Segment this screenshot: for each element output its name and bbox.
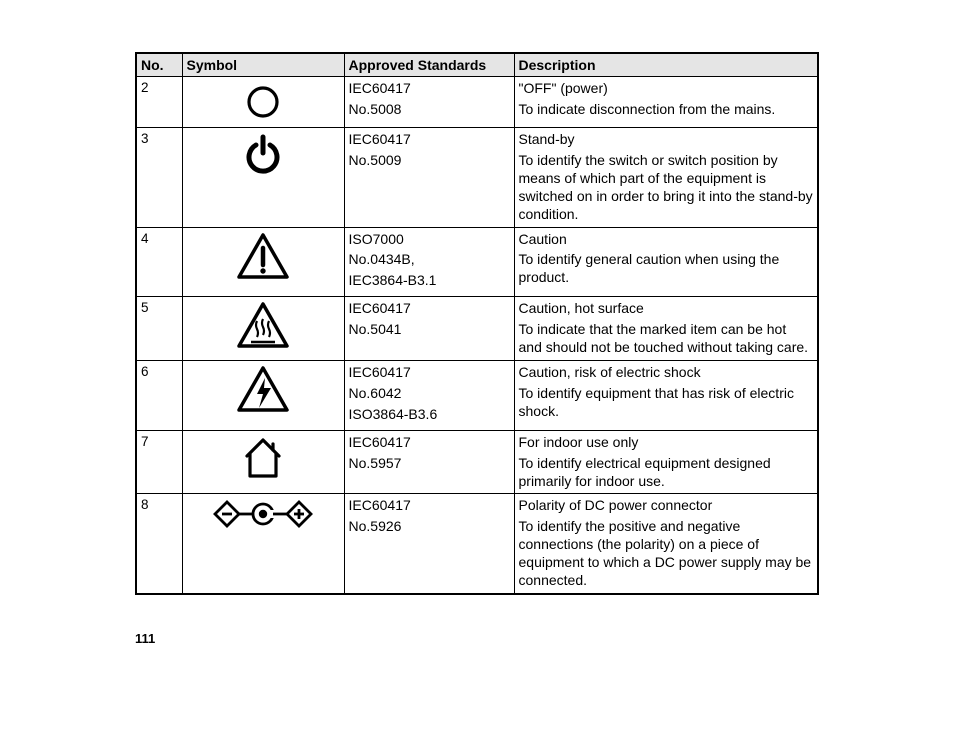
description-cell: "OFF" (power) To indicate disconnection … [514, 77, 818, 128]
std-line: IEC60417 [349, 131, 510, 149]
standards-cell: ISO7000 No.0434B, IEC3864-B3.1 [344, 227, 514, 297]
standards-cell: IEC60417 No.5008 [344, 77, 514, 128]
table-row: 6 IEC60417 No.6042 ISO3864-B3.6 Caution,… [136, 360, 818, 430]
std-line: No.5008 [349, 101, 510, 119]
symbol-cell [182, 227, 344, 297]
symbol-cell [182, 77, 344, 128]
symbols-table: No. Symbol Approved Standards Descriptio… [135, 52, 819, 595]
desc-title: For indoor use only [519, 434, 814, 452]
row-no: 8 [136, 494, 182, 594]
row-no: 7 [136, 430, 182, 494]
row-no: 3 [136, 128, 182, 228]
off-power-icon [241, 80, 285, 124]
desc-body: To indicate disconnection from the mains… [519, 101, 814, 119]
desc-title: Polarity of DC power connector [519, 497, 814, 515]
desc-body: To indicate that the marked item can be … [519, 321, 814, 357]
col-header-no: No. [136, 53, 182, 77]
std-line: No.5009 [349, 152, 510, 170]
row-no: 5 [136, 297, 182, 361]
caution-icon [235, 231, 291, 281]
desc-title: Caution, risk of electric shock [519, 364, 814, 382]
table-row: 7 IEC60417 No.5957 For indoor use only T… [136, 430, 818, 494]
table-row: 2 IEC60417 No.5008 "OFF" (power) To indi… [136, 77, 818, 128]
description-cell: Caution, risk of electric shock To ident… [514, 360, 818, 430]
std-line: IEC60417 [349, 364, 510, 382]
desc-title: Stand-by [519, 131, 814, 149]
desc-body: To identify the positive and negative co… [519, 518, 814, 590]
indoor-use-only-icon [237, 434, 289, 482]
description-cell: For indoor use only To identify electric… [514, 430, 818, 494]
desc-body: To identify general caution when using t… [519, 251, 814, 287]
desc-body: To identify electrical equipment designe… [519, 455, 814, 491]
description-cell: Caution To identify general caution when… [514, 227, 818, 297]
caution-hot-surface-icon [235, 300, 291, 350]
description-cell: Caution, hot surface To indicate that th… [514, 297, 818, 361]
symbol-cell [182, 430, 344, 494]
table-row: 5 IEC60417 No.5041 Caution, hot sur [136, 297, 818, 361]
col-header-symbol: Symbol [182, 53, 344, 77]
desc-title: Caution [519, 231, 814, 249]
table-row: 3 IEC60417 No.5009 Stand-by To identify … [136, 128, 818, 228]
standards-cell: IEC60417 No.6042 ISO3864-B3.6 [344, 360, 514, 430]
std-line: IEC60417 [349, 434, 510, 452]
std-line: IEC60417 [349, 300, 510, 318]
page-number: 111 [135, 631, 819, 646]
standards-cell: IEC60417 No.5957 [344, 430, 514, 494]
desc-body: To identify the switch or switch positio… [519, 152, 814, 224]
standards-cell: IEC60417 No.5009 [344, 128, 514, 228]
standards-cell: IEC60417 No.5926 [344, 494, 514, 594]
col-header-description: Description [514, 53, 818, 77]
symbol-cell [182, 297, 344, 361]
symbol-cell [182, 494, 344, 594]
desc-body: To identify equipment that has risk of e… [519, 385, 814, 421]
std-line: IEC60417 [349, 80, 510, 98]
standards-cell: IEC60417 No.5041 [344, 297, 514, 361]
description-cell: Stand-by To identify the switch or switc… [514, 128, 818, 228]
std-line: No.6042 [349, 385, 510, 403]
std-line: ISO7000 [349, 231, 510, 249]
std-line: ISO3864-B3.6 [349, 406, 510, 424]
caution-electric-shock-icon [235, 364, 291, 414]
std-line: No.5041 [349, 321, 510, 339]
row-no: 2 [136, 77, 182, 128]
std-line: IEC60417 [349, 497, 510, 515]
table-row: 8 [136, 494, 818, 594]
col-header-standards: Approved Standards [344, 53, 514, 77]
table-row: 4 ISO7000 No.0434B, IEC3864-B3.1 Caution [136, 227, 818, 297]
symbol-cell [182, 360, 344, 430]
description-cell: Polarity of DC power connector To identi… [514, 494, 818, 594]
desc-title: "OFF" (power) [519, 80, 814, 98]
std-line: No.0434B, [349, 251, 510, 269]
page-content: No. Symbol Approved Standards Descriptio… [135, 0, 819, 646]
row-no: 6 [136, 360, 182, 430]
row-no: 4 [136, 227, 182, 297]
standby-icon [239, 131, 287, 179]
symbol-cell [182, 128, 344, 228]
std-line: IEC3864-B3.1 [349, 272, 510, 290]
std-line: No.5926 [349, 518, 510, 536]
desc-title: Caution, hot surface [519, 300, 814, 318]
dc-polarity-icon [213, 497, 313, 531]
std-line: No.5957 [349, 455, 510, 473]
table-header-row: No. Symbol Approved Standards Descriptio… [136, 53, 818, 77]
